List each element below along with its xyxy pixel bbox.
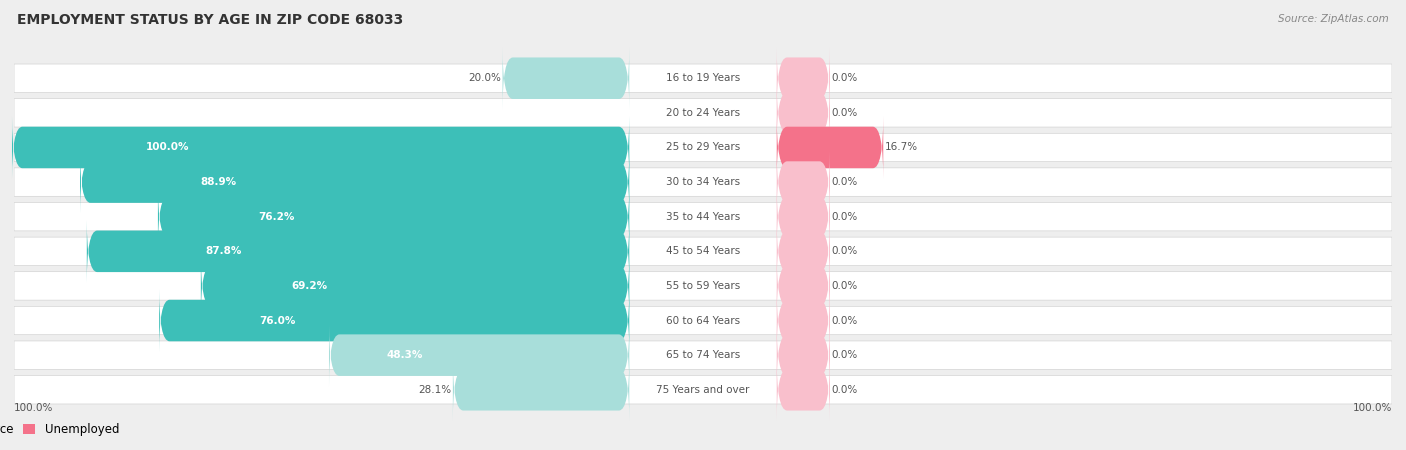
Text: 88.9%: 88.9% <box>200 177 236 187</box>
Text: 30 to 34 Years: 30 to 34 Years <box>666 177 740 187</box>
Text: 100.0%: 100.0% <box>1353 403 1392 413</box>
Text: 16 to 19 Years: 16 to 19 Years <box>666 73 740 83</box>
Text: Source: ZipAtlas.com: Source: ZipAtlas.com <box>1278 14 1389 23</box>
Text: 65 to 74 Years: 65 to 74 Years <box>666 350 740 360</box>
Text: 76.0%: 76.0% <box>260 315 295 325</box>
FancyBboxPatch shape <box>14 306 1392 335</box>
FancyBboxPatch shape <box>14 168 1392 196</box>
FancyBboxPatch shape <box>14 99 1392 127</box>
Text: 28.1%: 28.1% <box>419 385 451 395</box>
FancyBboxPatch shape <box>776 116 883 179</box>
FancyBboxPatch shape <box>329 324 630 386</box>
FancyBboxPatch shape <box>14 237 1392 266</box>
FancyBboxPatch shape <box>80 151 630 213</box>
Text: 87.8%: 87.8% <box>205 246 242 256</box>
FancyBboxPatch shape <box>776 359 830 421</box>
Text: 45 to 54 Years: 45 to 54 Years <box>666 246 740 256</box>
FancyBboxPatch shape <box>776 47 830 109</box>
Text: 100.0%: 100.0% <box>146 143 188 153</box>
Text: 75 Years and over: 75 Years and over <box>657 385 749 395</box>
FancyBboxPatch shape <box>14 341 1392 369</box>
Text: 55 to 59 Years: 55 to 59 Years <box>666 281 740 291</box>
FancyBboxPatch shape <box>157 185 630 248</box>
Text: 16.7%: 16.7% <box>884 143 918 153</box>
FancyBboxPatch shape <box>776 220 830 283</box>
Text: 25 to 29 Years: 25 to 29 Years <box>666 143 740 153</box>
FancyBboxPatch shape <box>776 82 830 144</box>
Text: 0.0%: 0.0% <box>831 177 858 187</box>
Text: 0.0%: 0.0% <box>831 385 858 395</box>
Text: 48.3%: 48.3% <box>387 350 423 360</box>
FancyBboxPatch shape <box>776 289 830 352</box>
Text: 60 to 64 Years: 60 to 64 Years <box>666 315 740 325</box>
FancyBboxPatch shape <box>776 255 830 317</box>
FancyBboxPatch shape <box>776 151 830 213</box>
FancyBboxPatch shape <box>87 220 630 283</box>
Text: 100.0%: 100.0% <box>14 403 53 413</box>
Text: EMPLOYMENT STATUS BY AGE IN ZIP CODE 68033: EMPLOYMENT STATUS BY AGE IN ZIP CODE 680… <box>17 14 404 27</box>
FancyBboxPatch shape <box>14 202 1392 231</box>
FancyBboxPatch shape <box>201 255 630 317</box>
FancyBboxPatch shape <box>453 359 630 421</box>
Text: 20.0%: 20.0% <box>468 73 501 83</box>
FancyBboxPatch shape <box>159 289 630 352</box>
Text: 35 to 44 Years: 35 to 44 Years <box>666 212 740 222</box>
FancyBboxPatch shape <box>502 47 630 109</box>
FancyBboxPatch shape <box>14 272 1392 300</box>
Text: 0.0%: 0.0% <box>831 108 858 118</box>
Text: 0.0%: 0.0% <box>831 281 858 291</box>
Text: 20 to 24 Years: 20 to 24 Years <box>666 108 740 118</box>
Text: 0.0%: 0.0% <box>831 73 858 83</box>
Text: 0.0%: 0.0% <box>831 246 858 256</box>
Text: 76.2%: 76.2% <box>259 212 295 222</box>
FancyBboxPatch shape <box>776 185 830 248</box>
Legend: In Labor Force, Unemployed: In Labor Force, Unemployed <box>0 418 124 441</box>
FancyBboxPatch shape <box>776 324 830 386</box>
FancyBboxPatch shape <box>14 64 1392 92</box>
Text: 0.0%: 0.0% <box>831 212 858 222</box>
Text: 0.0%: 0.0% <box>831 315 858 325</box>
FancyBboxPatch shape <box>14 133 1392 162</box>
FancyBboxPatch shape <box>13 116 630 179</box>
Text: 0.0%: 0.0% <box>831 350 858 360</box>
FancyBboxPatch shape <box>14 376 1392 404</box>
Text: 69.2%: 69.2% <box>291 281 328 291</box>
